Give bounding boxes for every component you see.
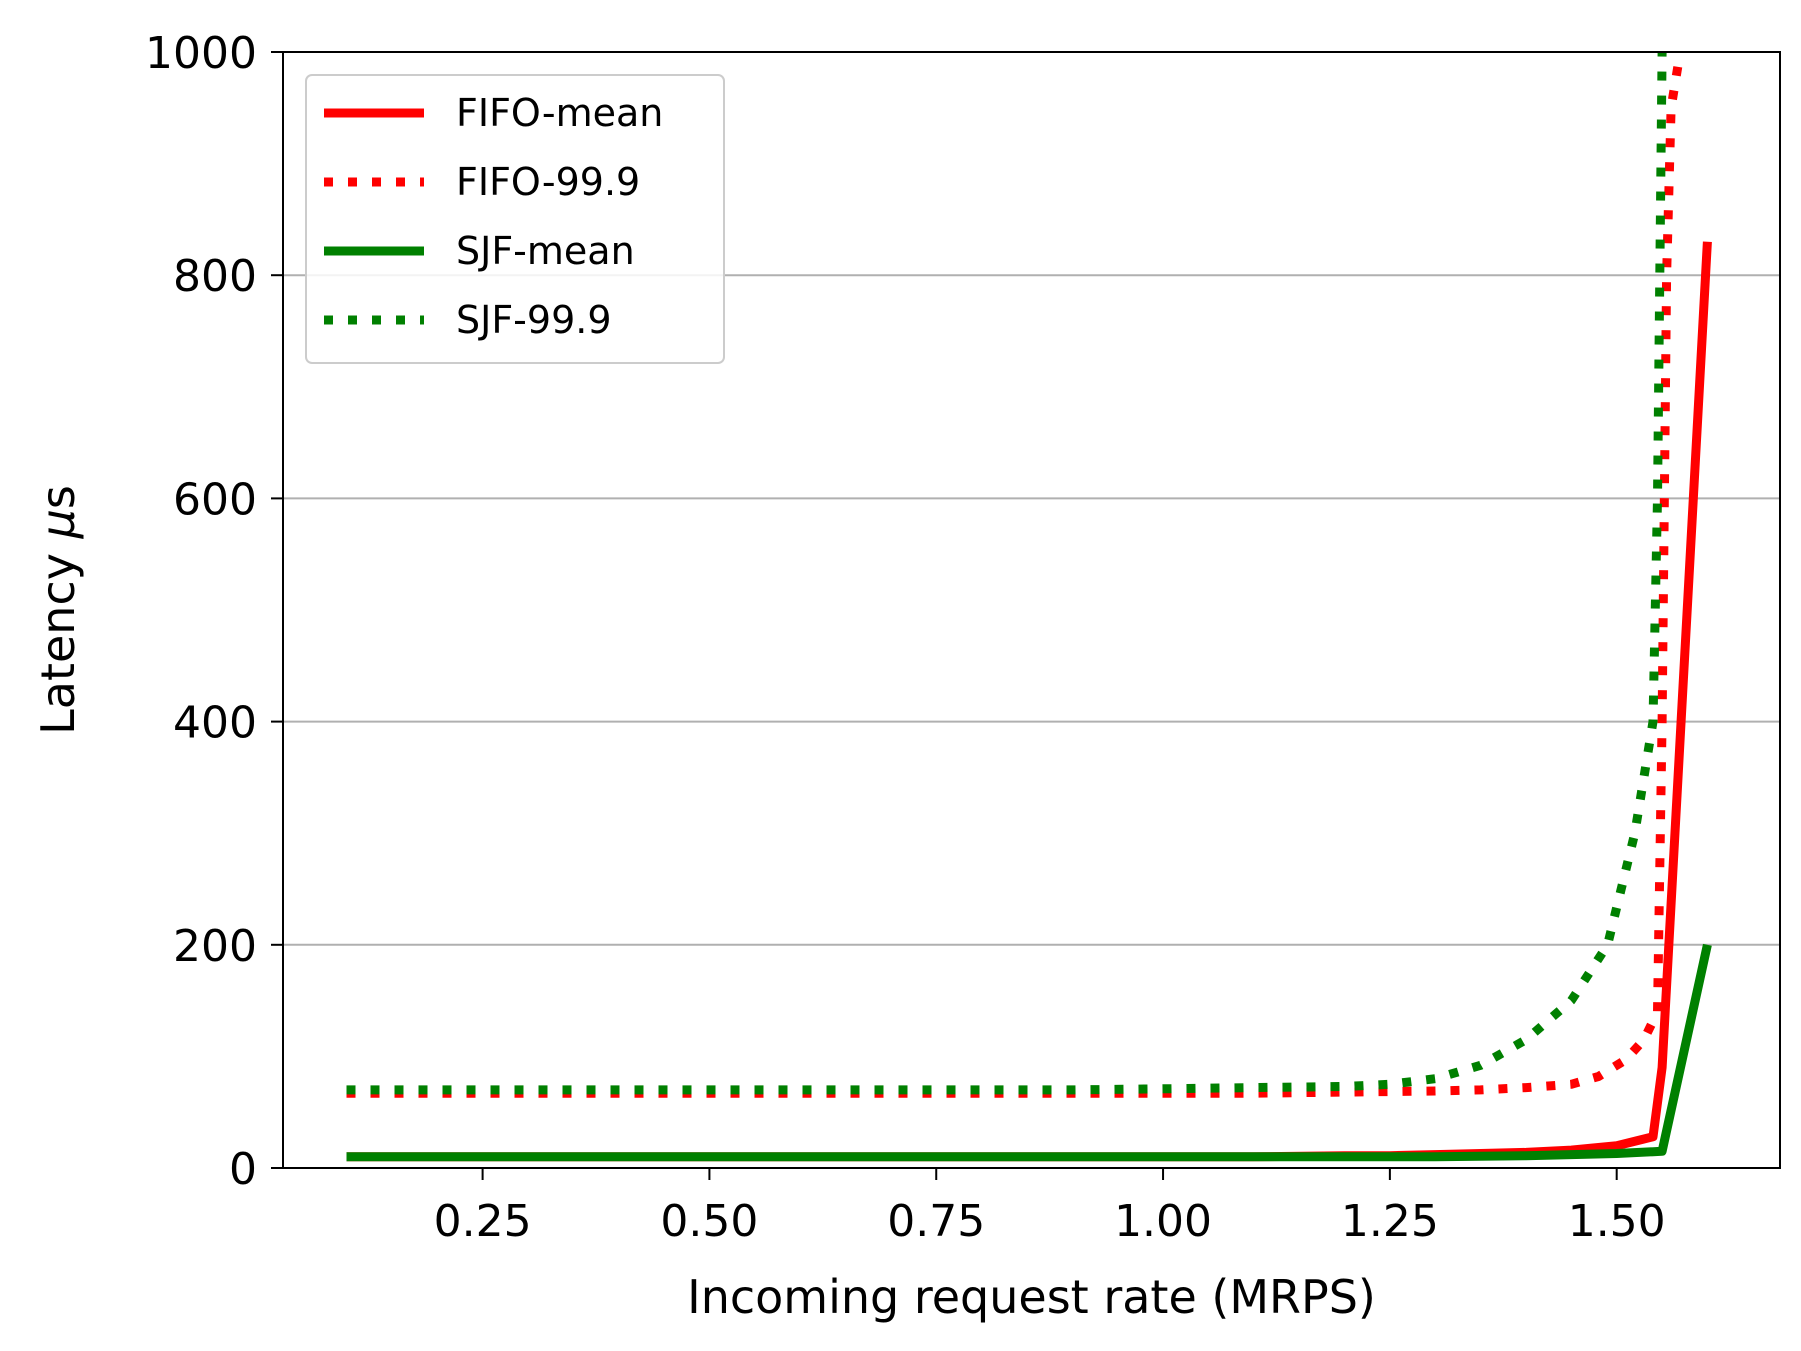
- series-lines: [346, 51, 1712, 1162]
- legend-label-sjf-99-9: SJF-99.9: [456, 298, 612, 342]
- y-tick-label-1000: 1000: [145, 28, 257, 79]
- x-tick-label-0.50: 0.50: [660, 1196, 758, 1247]
- y-axis-label-suffix: s: [31, 485, 85, 509]
- series-line-sjf-99-9: [346, 51, 1667, 1095]
- legend: FIFO-mean FIFO-99.9 SJF-mean SJF-99.9: [305, 74, 725, 364]
- legend-label-fifo-99-9: FIFO-99.9: [456, 160, 640, 204]
- y-tick-label-0: 0: [229, 1144, 257, 1195]
- y-tick-label-600: 600: [173, 474, 257, 525]
- legend-label-sjf-mean: SJF-mean: [456, 229, 635, 273]
- y-tick-label-200: 200: [173, 921, 257, 972]
- y-tick-label-400: 400: [173, 698, 257, 749]
- y-tick-label-800: 800: [173, 251, 257, 302]
- legend-label-fifo-mean: FIFO-mean: [456, 91, 663, 135]
- x-tick-label-1.00: 1.00: [1114, 1196, 1212, 1247]
- x-tick-label-0.25: 0.25: [434, 1196, 532, 1247]
- x-tick-label-1.25: 1.25: [1341, 1196, 1439, 1247]
- plot-frame: [282, 51, 1781, 1169]
- series-line-fifo-mean: [346, 241, 1712, 1162]
- x-tick-label-1.50: 1.50: [1568, 1196, 1666, 1247]
- axis-ticks: 0.25 0.50 0.75 1.00 1.25 1.50 0 200 400 600 800 100…: [145, 28, 1666, 1247]
- y-axis-label-mu: μ: [31, 509, 85, 539]
- x-tick-label-0.75: 0.75: [887, 1196, 985, 1247]
- y-axis-label: Latency μs: [31, 485, 85, 735]
- x-axis-label: Incoming request rate (MRPS): [687, 1270, 1376, 1324]
- series-line-sjf-mean: [346, 943, 1712, 1162]
- legend-box: [305, 74, 725, 364]
- grid-lines: [283, 274, 1780, 946]
- y-axis-label-prefix: Latency: [31, 538, 85, 734]
